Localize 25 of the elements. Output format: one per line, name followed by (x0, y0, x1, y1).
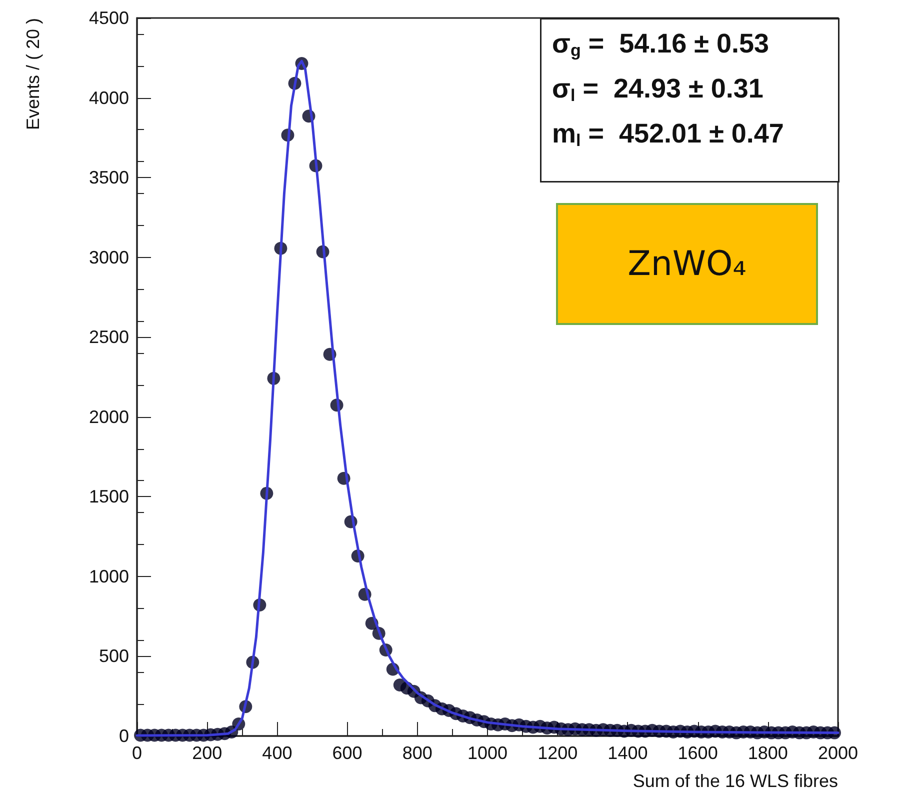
y-tick-label: 3500 (88, 168, 129, 188)
y-tick-label: 2000 (88, 406, 129, 427)
y-tick-label: 3000 (88, 247, 129, 268)
y-tick-label: 500 (98, 646, 129, 666)
y-tick-label: 2500 (88, 327, 129, 348)
annotation: ZnWO₄ (628, 244, 746, 284)
x-tick-label: 1000 (467, 743, 508, 763)
x-tick-label: 0 (132, 743, 142, 763)
x-tick-label: 400 (262, 743, 292, 763)
x-tick-label: 600 (332, 743, 362, 763)
y-axis-title: Events / ( 20 ) (23, 18, 43, 130)
y-tick-label: 0 (118, 726, 129, 746)
x-tick-label: 1200 (538, 743, 578, 763)
x-tick-label: 1800 (748, 743, 788, 763)
x-tick-label: 200 (192, 743, 222, 763)
y-tick-label: 4500 (88, 8, 129, 28)
x-tick-label: 800 (402, 743, 432, 763)
label-box: ZnWO₄ (556, 203, 818, 325)
x-tick-label: 1400 (608, 743, 648, 763)
y-tick-label: 1000 (88, 566, 129, 586)
x-tick-label: 2000 (818, 743, 858, 763)
y-tick-label: 4000 (88, 88, 129, 108)
y-tick-label: 1500 (88, 486, 129, 507)
x-tick-label: 1600 (678, 743, 718, 763)
x-axis-title: Sum of the 16 WLS fibres (632, 771, 838, 791)
